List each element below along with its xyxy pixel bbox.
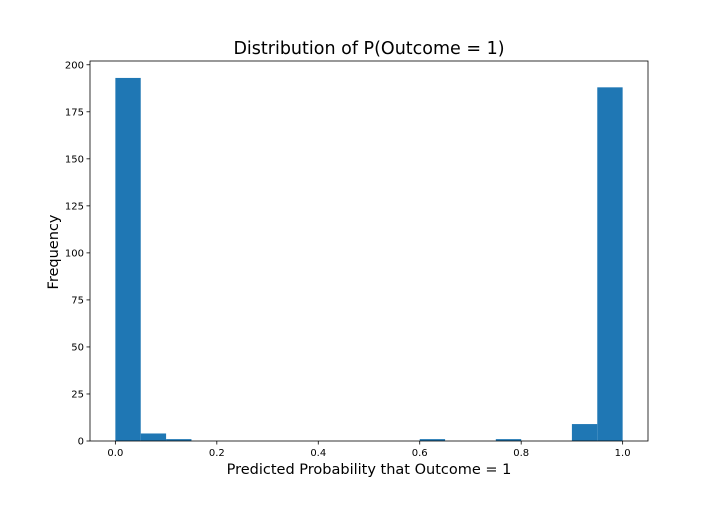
x-tick-label: 0.6 (412, 448, 428, 459)
x-tick-label: 0.4 (310, 448, 326, 459)
y-tick-label: 75 (71, 295, 84, 306)
plot-frame (89, 60, 649, 442)
y-axis-label: Frequency (46, 214, 62, 289)
y-tick-label: 0 (78, 437, 84, 448)
x-tick-label: 1.0 (615, 448, 631, 459)
y-tick-label: 100 (65, 248, 84, 259)
x-tick-label: 0.8 (513, 448, 529, 459)
x-axis-label: Predicted Probability that Outcome = 1 (227, 462, 512, 478)
y-tick-label: 125 (65, 201, 84, 212)
histogram-bar (495, 439, 522, 441)
histogram-bar (115, 77, 141, 441)
histogram-bar (597, 87, 623, 441)
y-tick-label: 200 (65, 60, 84, 71)
x-tick-label: 0.2 (209, 448, 225, 459)
y-tick-label: 50 (71, 342, 84, 353)
y-axis-ticks: 0 25 50 75 100 125 150 175 200 (65, 60, 90, 448)
bars-group (115, 77, 623, 441)
histogram-bar (419, 439, 446, 441)
histogram-bar (166, 439, 192, 441)
histogram-bar (571, 424, 598, 441)
y-tick-label: 175 (65, 107, 84, 118)
y-tick-label: 25 (71, 389, 84, 400)
chart-title: Distribution of P(Outcome = 1) (233, 39, 504, 59)
y-tick-label: 150 (65, 154, 84, 165)
histogram-bar (140, 433, 167, 441)
x-tick-label: 0.0 (107, 448, 123, 459)
x-axis-ticks: 0.0 0.2 0.4 0.6 0.8 1.0 (107, 441, 631, 459)
